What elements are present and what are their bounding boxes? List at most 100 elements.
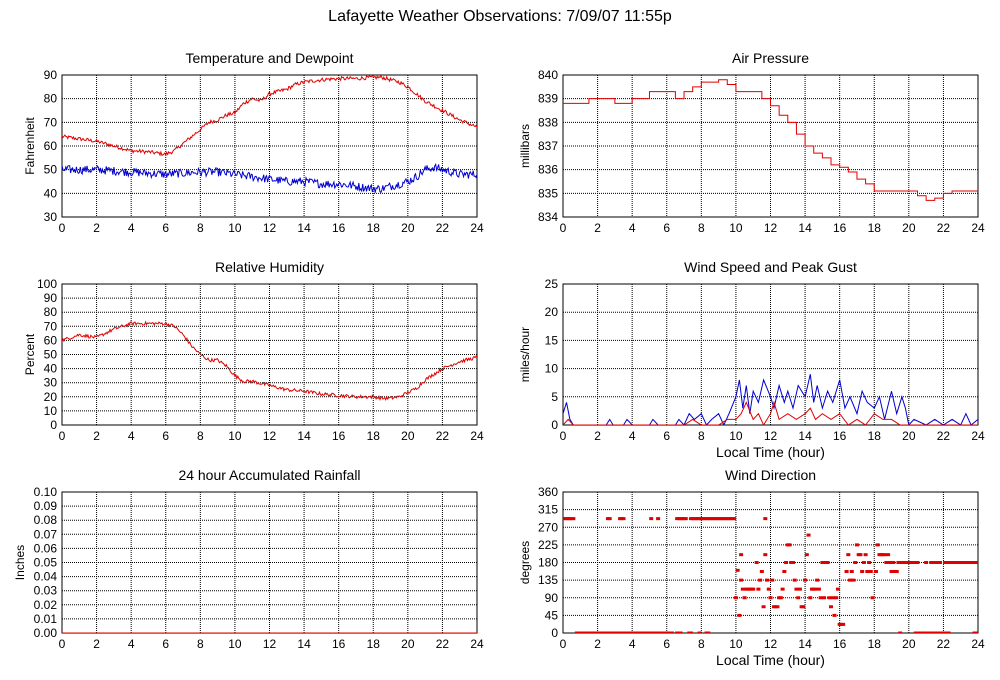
x-tick-label: 20 [902,429,916,443]
data-point [607,517,612,521]
data-point [756,587,761,591]
data-point [915,561,920,564]
data-point [778,596,783,600]
chart-title: Air Pressure [732,50,809,66]
x-tick-label: 0 [560,221,567,235]
y-tick-label: 50 [44,348,58,362]
y-tick-label: 0.01 [34,612,58,626]
y-tick-label: 30 [44,210,58,224]
plot-frame [61,283,478,426]
x-tick-label: 18 [367,429,381,443]
x-tick-label: 24 [470,637,484,651]
x-tick-label: 22 [937,221,951,235]
x-tick-label: 12 [764,637,778,651]
x-tick-label: 0 [560,637,567,651]
data-point [732,517,737,521]
x-tick-label: 8 [197,429,204,443]
x-tick-label: 20 [902,637,916,651]
x-tick-label: 22 [937,637,951,651]
series-line [563,79,978,201]
y-tick-label: 90 [545,591,559,605]
x-tick-label: 8 [197,221,204,235]
x-tick-label: 24 [971,637,985,651]
data-point [818,596,823,600]
y-tick-label: 10 [545,362,559,376]
data-point [829,605,834,609]
y-tick-label: 0.03 [34,584,58,598]
x-tick-label: 6 [663,637,670,651]
x-tick-label: 22 [436,221,450,235]
y-tick-label: 70 [44,115,58,129]
x-tick-label: 0 [59,221,66,235]
x-tick-label: 22 [937,429,951,443]
x-tick-label: 18 [868,221,882,235]
data-point [820,561,825,564]
data-point [858,553,863,557]
x-tick-label: 14 [798,429,812,443]
data-point [873,570,878,574]
data-point [870,596,875,600]
y-tick-label: 90 [44,291,58,305]
data-point [867,561,872,564]
data-point [861,561,866,564]
y-axis-label: Fahrenheit [23,117,37,175]
y-tick-label: 80 [44,305,58,319]
y-tick-label: 836 [538,163,558,177]
y-tick-label: 50 [44,163,58,177]
x-tick-label: 20 [401,221,415,235]
x-tick-label: 0 [560,429,567,443]
plot-frame [562,283,979,426]
y-tick-label: 0.09 [34,499,58,513]
data-point [765,578,770,582]
data-point [854,543,859,547]
x-tick-label: 12 [764,221,778,235]
y-tick-label: 270 [538,520,558,534]
y-tick-label: 838 [538,115,558,129]
x-tick-label: 0 [59,429,66,443]
data-point [740,587,745,591]
data-point [834,596,839,600]
y-tick-label: 0.05 [34,556,58,570]
x-tick-label: 0 [59,637,66,651]
y-tick-label: 60 [44,333,58,347]
data-point [815,578,820,582]
y-tick-label: 10 [44,404,58,418]
x-tick-label: 24 [971,221,985,235]
x-tick-label: 14 [297,221,311,235]
chart-title: Temperature and Dewpoint [185,50,353,66]
x-tick-label: 14 [798,637,812,651]
x-tick-label: 10 [729,429,743,443]
x-tick-label: 14 [297,429,311,443]
data-point [761,605,766,609]
series-line [563,400,978,425]
data-point [782,570,787,574]
x-tick-label: 10 [228,637,242,651]
x-tick-label: 4 [128,429,135,443]
x-tick-label: 8 [698,429,705,443]
data-point [675,631,680,633]
data-point [737,613,742,617]
data-point [656,517,661,521]
y-axis-label: millibars [518,124,532,168]
y-tick-label: 834 [538,210,558,224]
y-tick-label: 20 [545,305,559,319]
x-tick-label: 16 [833,221,847,235]
x-tick-label: 8 [197,637,204,651]
y-tick-label: 100 [37,277,57,291]
data-point [846,553,851,557]
y-tick-label: 0.08 [34,513,58,527]
chart-title: Wind Speed and Peak Gust [684,259,857,275]
data-point [884,561,889,564]
y-tick-label: 0 [551,626,558,640]
x-tick-label: 20 [401,429,415,443]
x-tick-label: 2 [594,221,601,235]
series-line [62,162,477,194]
data-point [733,596,738,600]
y-tick-label: 135 [538,573,558,587]
x-tick-label: 6 [663,429,670,443]
data-point [912,561,917,564]
